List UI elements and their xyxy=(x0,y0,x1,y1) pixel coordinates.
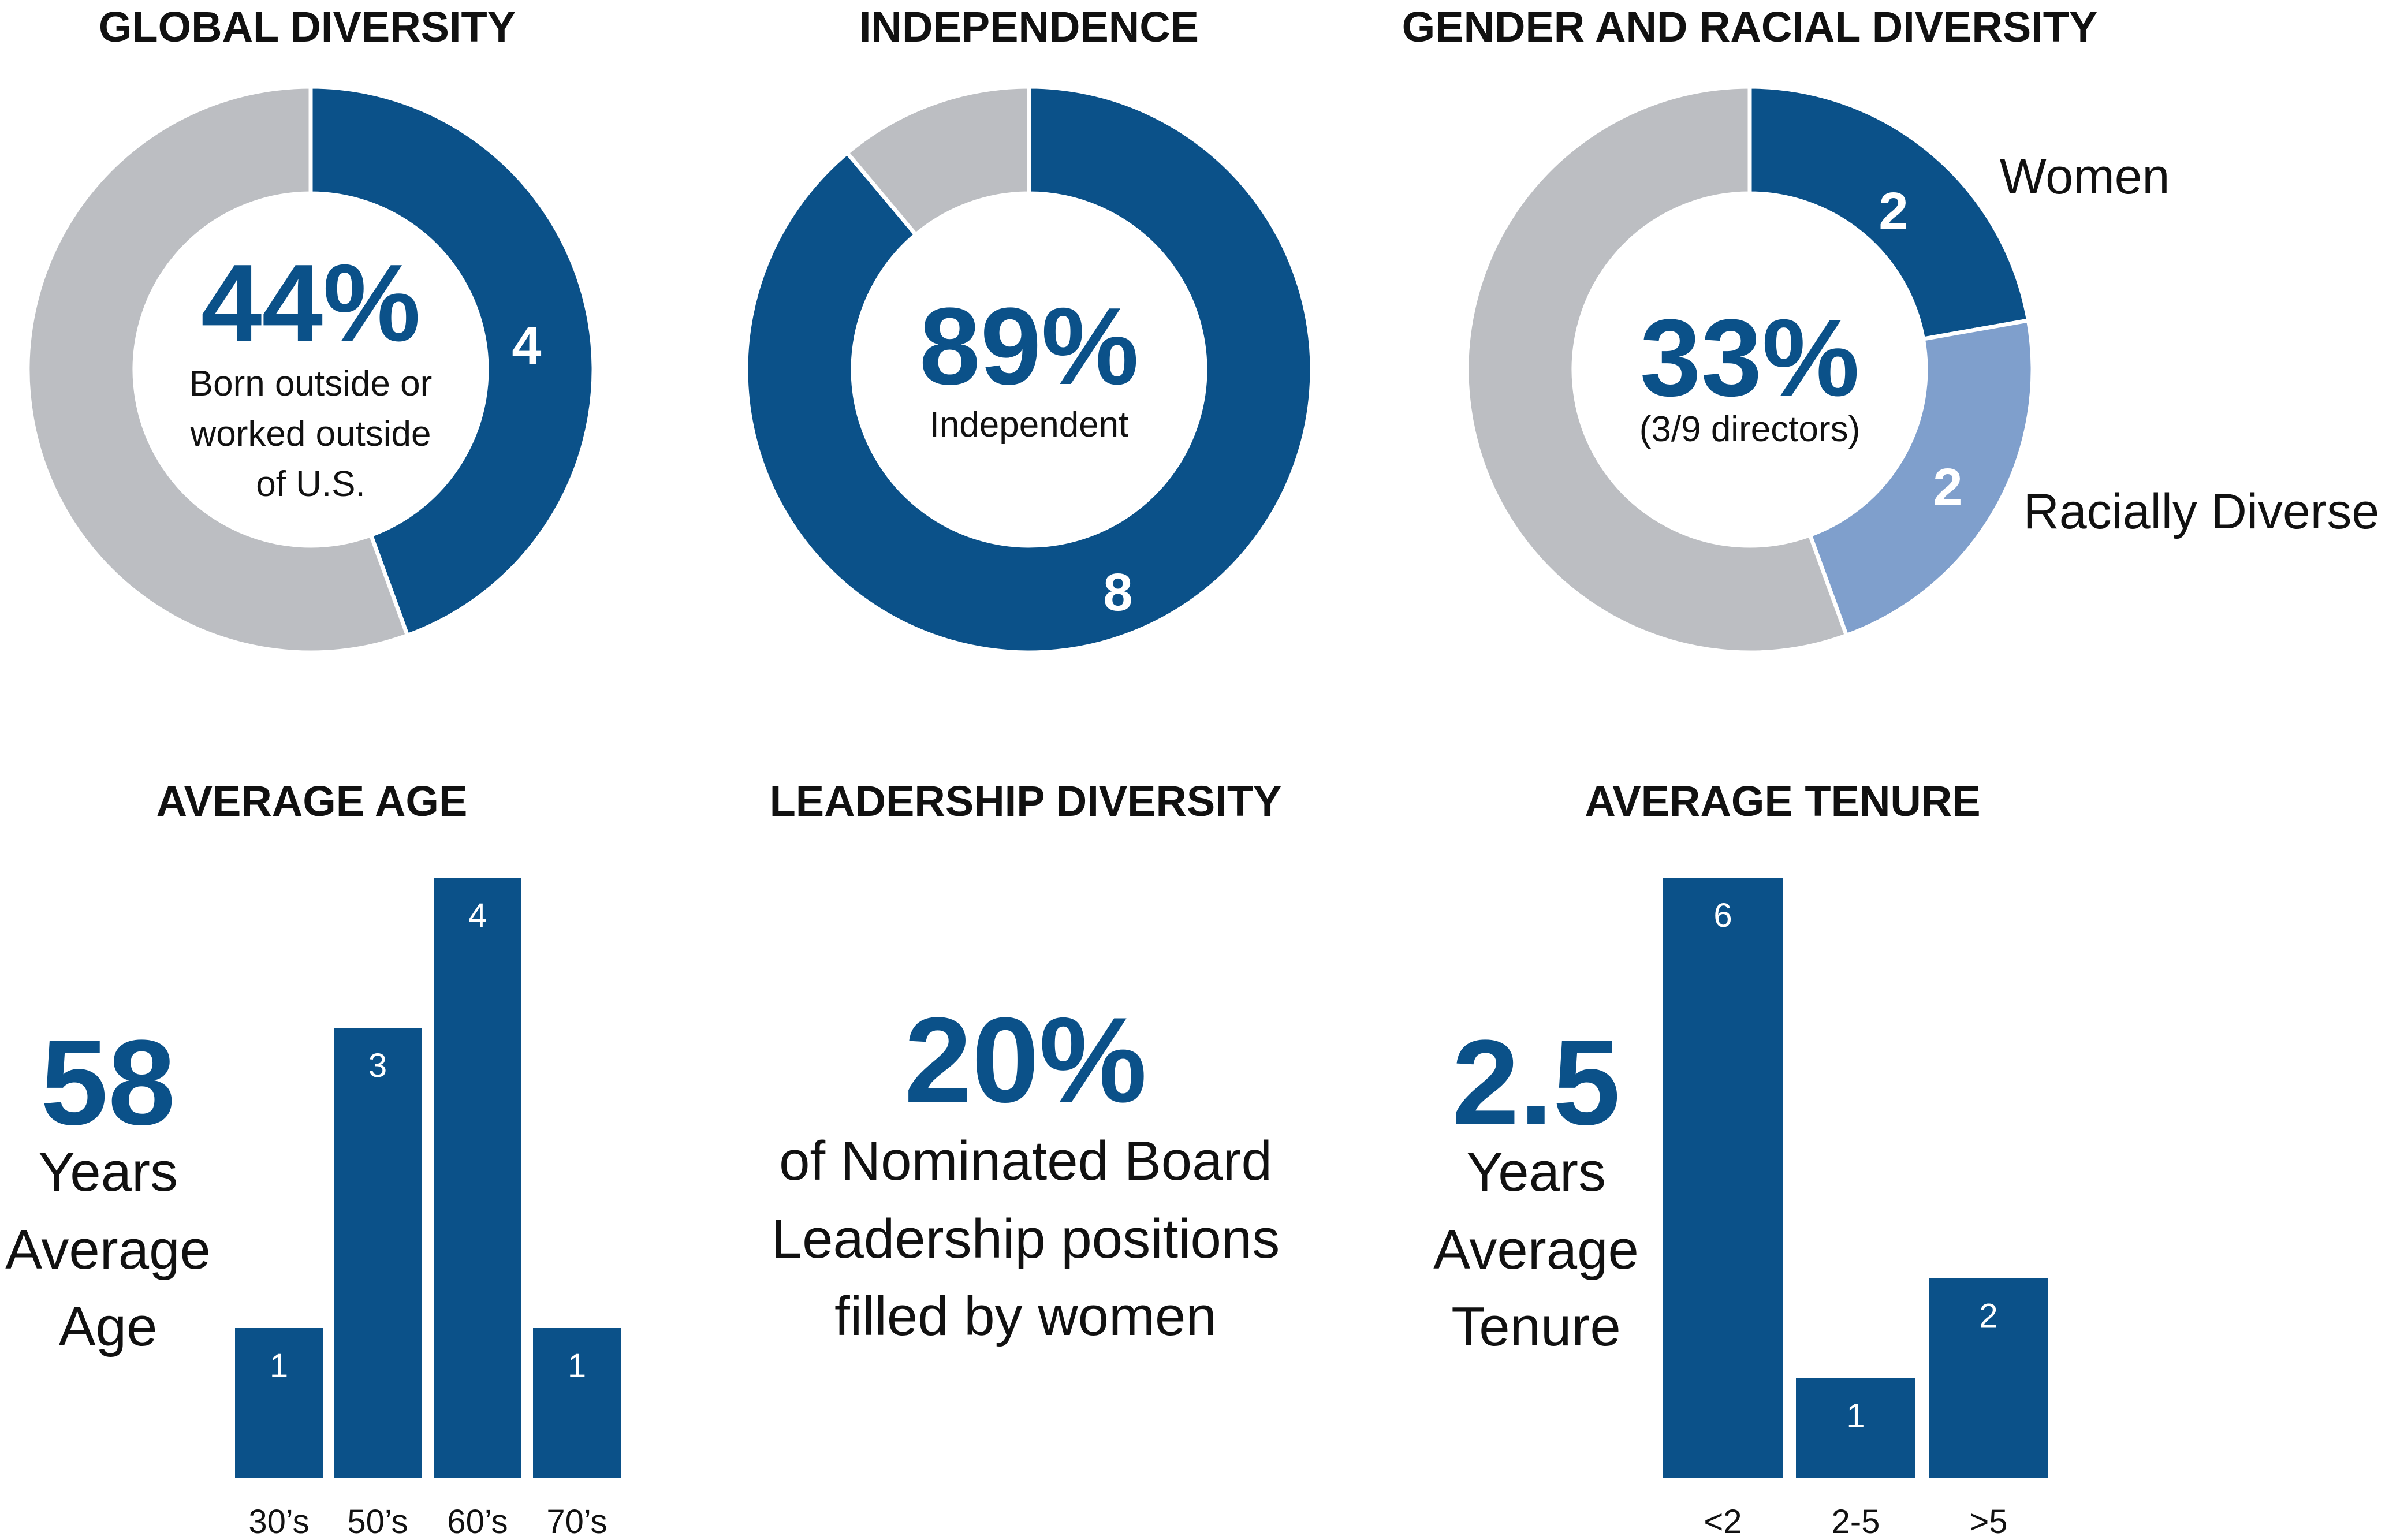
gender-slice-2 xyxy=(1807,318,2035,638)
leadership-caption-line2: Leadership positions xyxy=(772,1208,1280,1270)
average-tenure-caption-line1: Years xyxy=(1466,1141,1606,1203)
independence-caption: Independent xyxy=(930,405,1129,445)
global-slice-1 xyxy=(308,84,596,638)
global-diversity-caption-line1: Born outside or xyxy=(189,364,432,404)
average-age-value: 58 xyxy=(40,1015,176,1150)
independence-slice-1-label: 8 xyxy=(1103,563,1132,622)
independence-donut: 8 xyxy=(744,84,1314,655)
average-tenure-caption-line3: Tenure xyxy=(1451,1296,1621,1358)
global-slice-1-label: 4 xyxy=(512,316,541,375)
leadership-diversity-title: LEADERSHIP DIVERSITY xyxy=(770,777,1282,825)
global-diversity-title: GLOBAL DIVERSITY xyxy=(99,3,516,51)
age-tick-3: 60’s xyxy=(447,1503,508,1540)
legend-racially-diverse: Racially Diverse xyxy=(2023,484,2380,539)
age-bar-4-value: 1 xyxy=(568,1347,586,1385)
tenure-bar-3 xyxy=(1929,1278,2048,1478)
gender-racial-percent: 33% xyxy=(1640,297,1859,419)
tenure-tick-2: 2-5 xyxy=(1832,1503,1880,1540)
leadership-caption-line3: filled by women xyxy=(834,1285,1217,1347)
average-tenure-value: 2.5 xyxy=(1452,1015,1620,1150)
age-tick-2: 50’s xyxy=(347,1503,408,1540)
independence-slice-1 xyxy=(744,84,1314,655)
tenure-bar-2 xyxy=(1796,1378,1915,1478)
independence-title: INDEPENDENCE xyxy=(859,3,1199,51)
tenure-bar-1-value: 6 xyxy=(1713,897,1732,934)
gender-racial-donut: 22 xyxy=(1464,84,2035,655)
gender-slice-3 xyxy=(1464,84,1850,655)
age-bar-2-value: 3 xyxy=(368,1047,387,1084)
age-bar-3 xyxy=(434,878,521,1478)
global-diversity-donut: 4 xyxy=(25,84,596,655)
tenure-tick-1: <2 xyxy=(1704,1503,1742,1540)
age-tick-4: 70’s xyxy=(546,1503,607,1540)
tenure-bar-1 xyxy=(1663,878,1783,1478)
age-bar-1-value: 1 xyxy=(270,1347,288,1385)
age-bar-3-value: 4 xyxy=(468,897,487,934)
gender-slice-2-label: 2 xyxy=(1933,458,1962,517)
average-tenure-title: AVERAGE TENURE xyxy=(1585,777,1980,825)
average-age-caption-line3: Age xyxy=(59,1296,158,1358)
average-tenure-bar-chart: 6 <2 1 2-5 2 >5 xyxy=(1663,878,2048,1540)
gender-racial-title: GENDER AND RACIAL DIVERSITY xyxy=(1402,3,2098,51)
age-bar-4 xyxy=(533,1328,621,1478)
average-age-caption-line2: Average xyxy=(5,1219,211,1281)
gender-racial-caption: (3/9 directors) xyxy=(1639,409,1860,449)
tenure-tick-3: >5 xyxy=(1969,1503,2007,1540)
tenure-bar-3-value: 2 xyxy=(1979,1297,1997,1334)
average-age-title: AVERAGE AGE xyxy=(156,777,468,825)
independence-percent: 89% xyxy=(919,285,1139,408)
global-diversity-caption-line3: of U.S. xyxy=(256,464,366,504)
global-diversity-caption-line2: worked outside xyxy=(189,414,431,454)
independence-slice-2 xyxy=(844,84,1031,238)
leadership-caption-line1: of Nominated Board xyxy=(779,1130,1272,1192)
global-slice-2 xyxy=(25,84,411,655)
average-tenure-caption-line2: Average xyxy=(1433,1219,1639,1281)
gender-slice-1 xyxy=(1747,84,2031,342)
legend-women: Women xyxy=(2000,149,2170,204)
average-age-bar-chart: 1 30’s 3 50’s 4 60’s 1 70’s xyxy=(235,878,621,1540)
age-bar-2 xyxy=(334,1028,422,1478)
age-tick-1: 30’s xyxy=(248,1503,309,1540)
average-age-caption-line1: Years xyxy=(38,1141,178,1203)
leadership-percent: 20% xyxy=(904,992,1147,1128)
gender-slice-1-label: 2 xyxy=(1879,182,1908,241)
age-bar-1 xyxy=(235,1328,323,1478)
global-diversity-percent: 44% xyxy=(201,242,420,364)
tenure-bar-2-value: 1 xyxy=(1846,1397,1865,1435)
